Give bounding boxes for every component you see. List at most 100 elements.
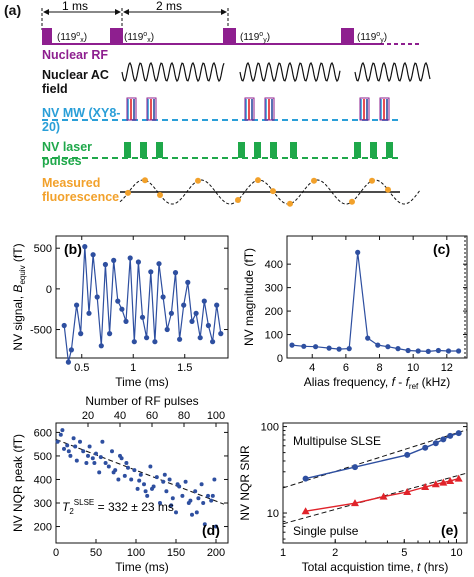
data-point <box>379 492 388 500</box>
x-tick-label: 10 <box>450 547 462 559</box>
data-point <box>142 482 146 487</box>
data-point <box>415 348 421 354</box>
data-point <box>94 294 100 300</box>
data-point <box>78 331 84 337</box>
x-tick-label: 50 <box>90 547 102 559</box>
data-point <box>202 522 207 527</box>
x-tick-label: 200 <box>207 547 225 559</box>
ac-field-wave <box>239 61 341 83</box>
data-point <box>188 498 193 503</box>
y-tick-label: 300 <box>265 283 283 295</box>
data-point <box>98 455 103 460</box>
data-point <box>313 344 319 350</box>
data-point <box>336 346 342 352</box>
y-tick-label: 0 <box>46 284 52 296</box>
laser-pulse <box>254 142 261 158</box>
data-point <box>189 318 195 324</box>
data-point <box>122 473 127 478</box>
data-point <box>55 439 60 444</box>
top-x-tick-label: 20 <box>82 410 94 422</box>
rf-pulse-tag: (119oy) <box>240 31 270 44</box>
rf-pulse <box>223 28 236 44</box>
x-tick-label: 6 <box>343 362 349 374</box>
plot-frame <box>55 235 229 359</box>
data-point <box>447 432 454 439</box>
row-label-nuclear-ac: Nuclear AC field <box>42 68 109 96</box>
y-tick-label: 0 <box>277 353 283 365</box>
data-point <box>395 346 401 352</box>
data-point <box>456 348 462 354</box>
y-axis-title: NV NQR peak (fT) <box>11 434 25 532</box>
data-point <box>445 348 452 354</box>
x-tick-label: 5 <box>401 547 407 559</box>
fluorescence-dot <box>125 189 131 196</box>
y-axis-title: NV signal, Bequiv (fT) <box>11 243 27 350</box>
fluorescence-dot <box>311 177 317 184</box>
data-point <box>61 322 67 329</box>
x-tick-label: 1.5 <box>177 362 192 374</box>
data-point <box>150 486 154 491</box>
laser-pulse <box>386 142 393 158</box>
data-point <box>197 335 203 341</box>
fit-line <box>282 429 468 489</box>
data-point <box>212 477 217 482</box>
data-point <box>123 318 129 324</box>
data-point <box>138 472 143 477</box>
data-point <box>214 302 220 308</box>
data-point <box>116 477 121 482</box>
plot-frame <box>282 422 468 544</box>
data-point <box>422 444 429 451</box>
data-point <box>205 322 211 329</box>
top-x-axis-title: Number of RF pulses <box>85 394 198 408</box>
row-label-fluorescence: Measured fluorescence <box>42 176 120 204</box>
data-point <box>181 302 187 308</box>
mw-pulse-box <box>126 97 137 121</box>
y-tick-label: 200 <box>34 522 52 534</box>
data-point <box>129 477 134 482</box>
fluorescence-dot <box>385 186 391 193</box>
data-point <box>431 480 440 488</box>
data-point <box>65 359 71 365</box>
top-x-tick-label: 40 <box>114 410 126 422</box>
rf-pulse <box>110 28 123 44</box>
data-point <box>375 342 381 348</box>
laser-pulse <box>156 142 163 158</box>
data-point <box>98 343 104 349</box>
data-point <box>352 464 358 471</box>
data-point <box>164 326 170 333</box>
rf-pulse-tag: (119ox) <box>124 31 154 44</box>
data-point <box>137 478 142 483</box>
data-point <box>68 453 73 458</box>
chart-e: 1 2 5 10 10 100 Multipulse SLSE Single pulse Tot… <box>238 422 468 574</box>
data-point <box>115 298 121 304</box>
mw-pulse-box <box>359 97 370 121</box>
data-point <box>156 261 162 267</box>
y-axis-title: NV magnitude (fT) <box>242 248 256 346</box>
data-point <box>168 310 174 316</box>
data-point <box>326 345 332 351</box>
x-tick-label: 0.5 <box>74 362 89 374</box>
rf-pulse <box>341 28 354 44</box>
fluorescence-dot <box>235 197 241 203</box>
plot-frame <box>55 422 229 544</box>
series-line <box>63 246 222 363</box>
x-axis-title: Time (ms) <box>115 375 169 389</box>
data-point <box>74 302 80 308</box>
y-tick-label: 600 <box>34 427 52 439</box>
series-line <box>291 252 459 353</box>
data-point <box>355 249 361 255</box>
data-point <box>84 461 89 465</box>
x-axis-title: Alias frequency, f - fref (kHz) <box>304 375 451 390</box>
data-point <box>289 342 295 348</box>
svg-text:(119oy): (119oy) <box>240 31 270 44</box>
x-tick-label: 12 <box>441 362 453 374</box>
data-point <box>145 493 150 498</box>
x-tick-label: 4 <box>309 362 315 374</box>
data-point <box>135 486 140 491</box>
top-x-tick-label: 100 <box>207 410 225 422</box>
data-point <box>210 339 216 345</box>
series-label: Single pulse <box>293 524 359 538</box>
fluorescence-dot <box>349 198 355 205</box>
data-point <box>435 347 441 354</box>
data-point <box>405 347 411 354</box>
